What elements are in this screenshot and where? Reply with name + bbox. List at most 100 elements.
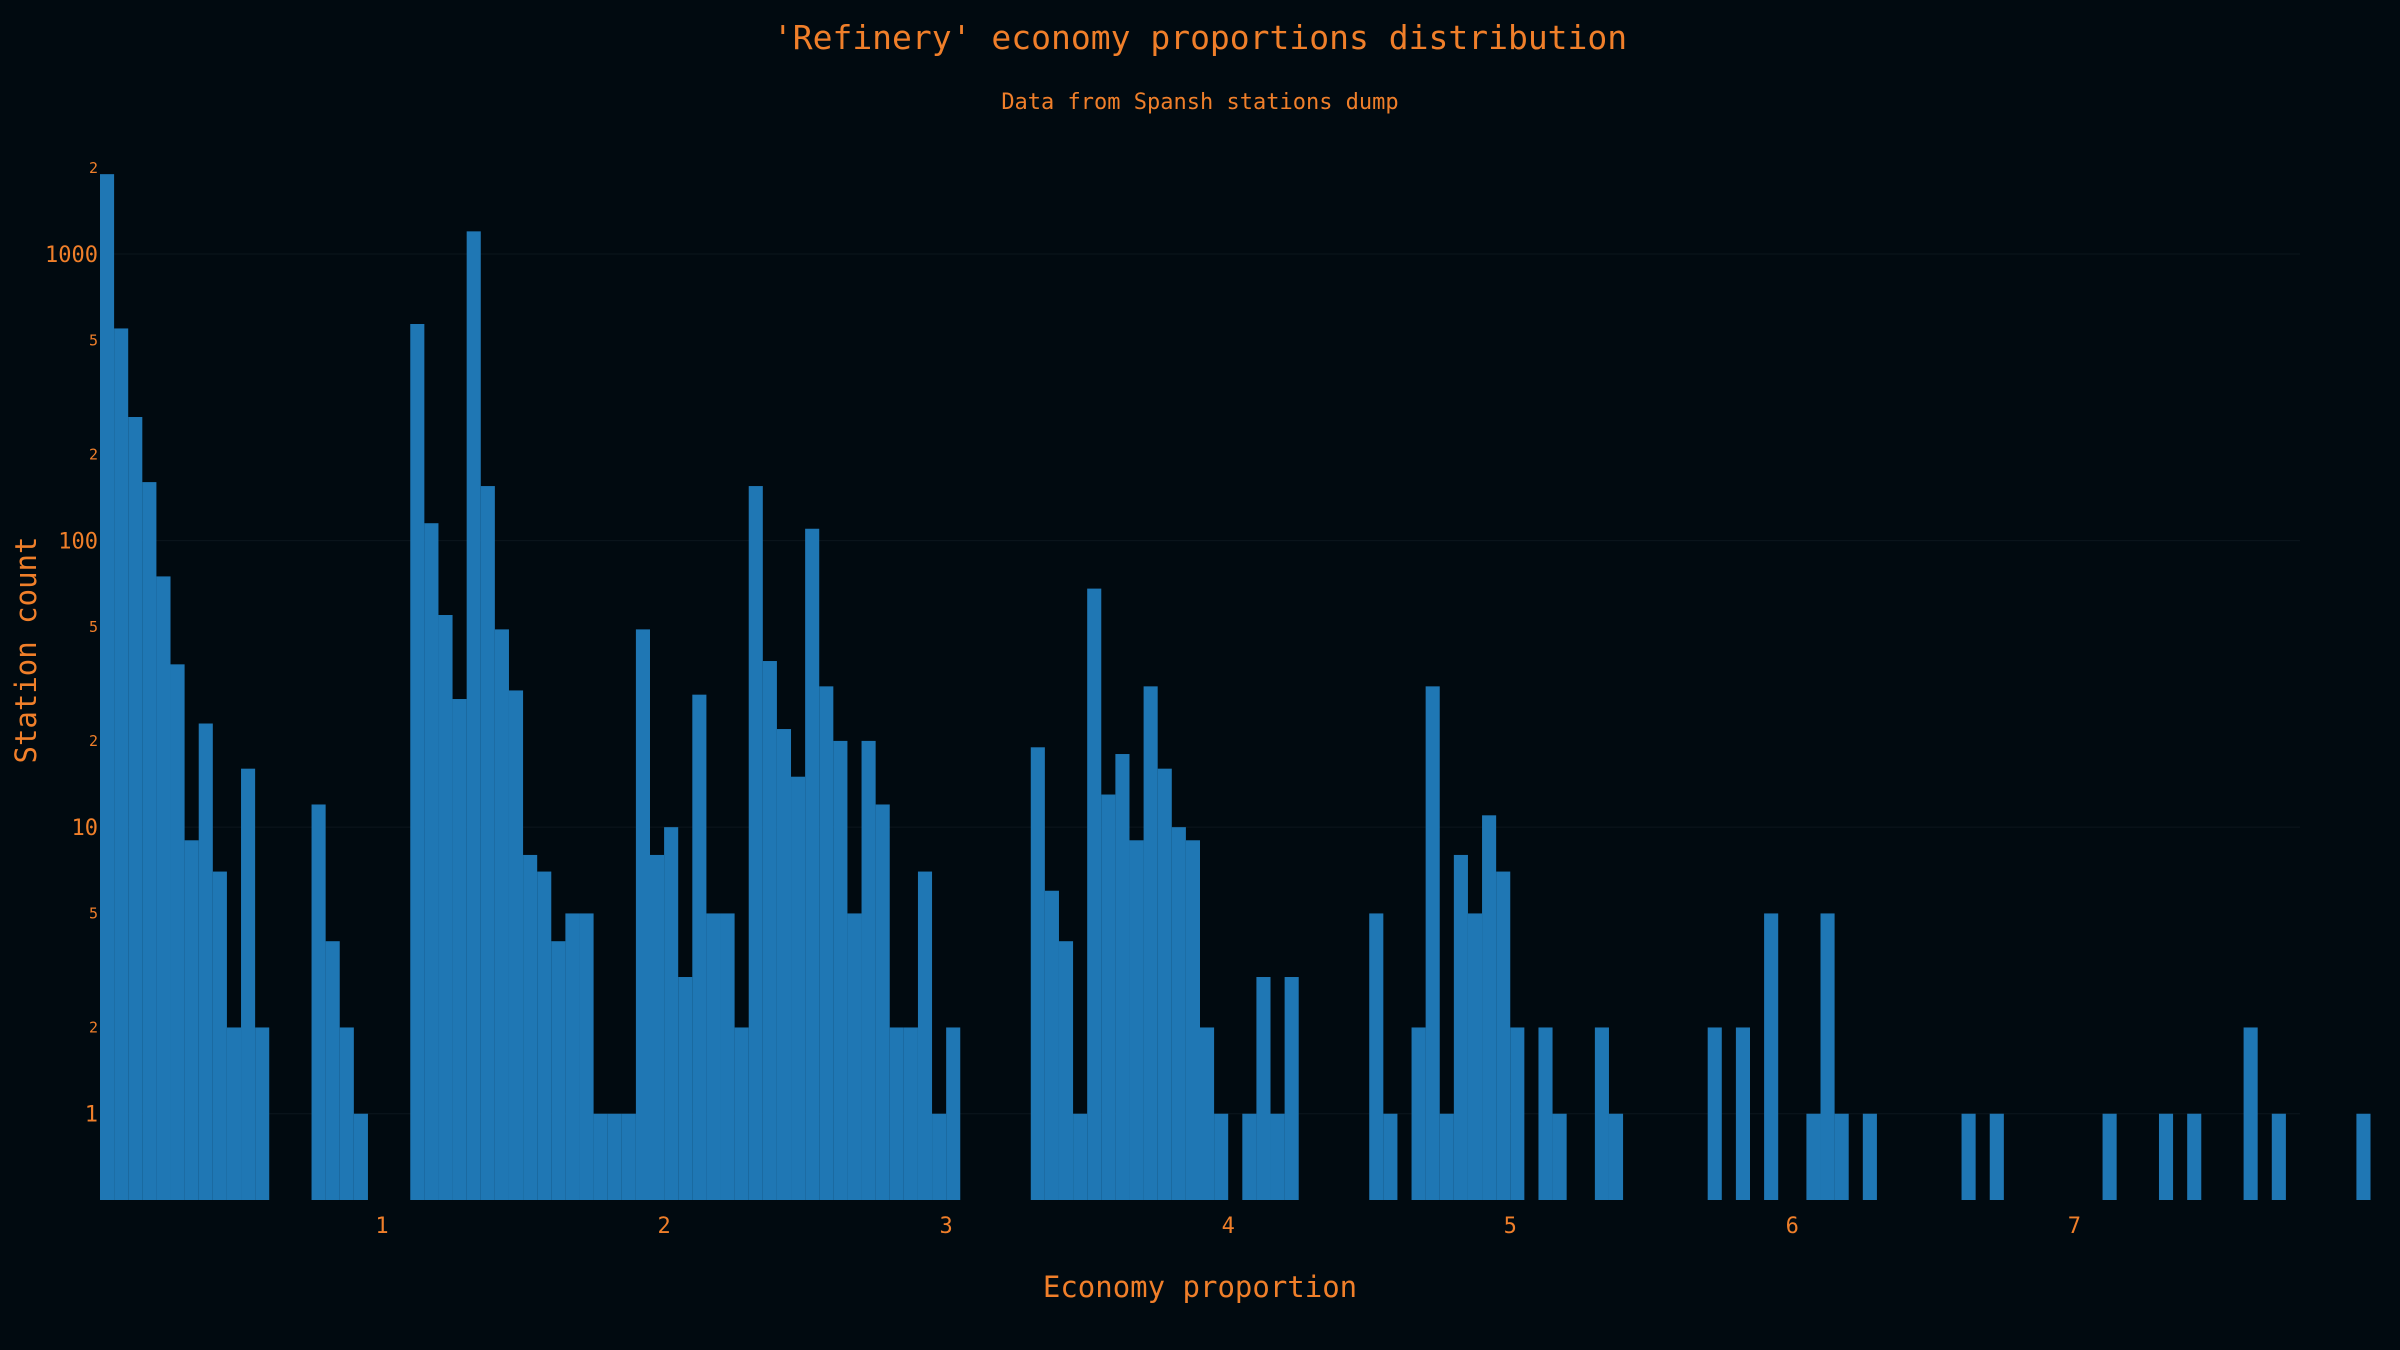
histogram-bar bbox=[917, 871, 933, 1200]
histogram-bar bbox=[889, 1027, 904, 1200]
histogram-bar bbox=[706, 913, 721, 1200]
histogram-bar bbox=[551, 941, 566, 1200]
x-tick-label: 3 bbox=[940, 1214, 953, 1239]
histogram-bar bbox=[946, 1027, 961, 1200]
histogram-bar bbox=[2243, 1027, 2258, 1200]
histogram-bar bbox=[1030, 747, 1045, 1200]
histogram-bar bbox=[1383, 1113, 1398, 1200]
histogram-bar bbox=[579, 913, 594, 1200]
y-tick-labels: 1 2 5 10 2 5 100 2 5 1000 2 bbox=[45, 159, 98, 1128]
histogram-bar bbox=[311, 804, 326, 1200]
histogram-bar bbox=[819, 686, 834, 1200]
histogram-bar bbox=[1185, 840, 1200, 1200]
histogram-bar bbox=[1439, 1113, 1454, 1200]
histogram-bar bbox=[635, 629, 650, 1200]
histogram-bar bbox=[1820, 913, 1835, 1200]
histogram-bar bbox=[1157, 768, 1172, 1200]
chart-subtitle: Data from Spansh stations dump bbox=[1001, 90, 1399, 115]
histogram-bar bbox=[2158, 1113, 2174, 1200]
histogram-bar bbox=[452, 699, 467, 1200]
x-tick-label: 4 bbox=[1222, 1214, 1235, 1239]
histogram-bar bbox=[1369, 913, 1384, 1200]
histogram-bar bbox=[325, 941, 340, 1200]
histogram-bar bbox=[212, 871, 227, 1200]
histogram-bar bbox=[2356, 1113, 2371, 1200]
histogram-bar bbox=[1171, 827, 1186, 1200]
histogram-bar bbox=[1411, 1027, 1426, 1200]
histogram-bar bbox=[142, 482, 157, 1200]
y-tick-label-minor: 2 bbox=[89, 445, 98, 463]
histogram-bar bbox=[593, 1113, 608, 1200]
histogram-bar bbox=[226, 1027, 242, 1200]
histogram-bar bbox=[1073, 1113, 1088, 1200]
histogram-bar bbox=[847, 913, 862, 1200]
histogram-bar bbox=[791, 776, 806, 1200]
y-tick-label-major: 1000 bbox=[45, 243, 98, 268]
histogram-bar bbox=[748, 486, 763, 1200]
histogram-bar bbox=[1482, 815, 1497, 1200]
histogram-bar bbox=[1129, 840, 1144, 1200]
histogram-bar bbox=[1115, 754, 1130, 1200]
histogram-bar bbox=[932, 1113, 947, 1200]
histogram-bar bbox=[734, 1027, 749, 1200]
histogram-bar bbox=[1552, 1113, 1567, 1200]
histogram-bar bbox=[1496, 871, 1511, 1200]
histogram-bar bbox=[1101, 794, 1116, 1200]
histogram-bar bbox=[1425, 686, 1440, 1200]
x-tick-label: 2 bbox=[657, 1214, 670, 1239]
histogram-bar bbox=[692, 694, 707, 1200]
y-tick-label-minor: 2 bbox=[89, 732, 98, 750]
x-tick-label: 7 bbox=[2068, 1214, 2081, 1239]
histogram-bar bbox=[903, 1027, 918, 1200]
histogram-bar bbox=[1961, 1113, 1976, 1200]
histogram-bar bbox=[664, 827, 679, 1200]
histogram-bar bbox=[1467, 913, 1483, 1200]
histogram-bar bbox=[114, 328, 129, 1200]
histogram-bar bbox=[466, 231, 481, 1201]
x-tick-label: 6 bbox=[1786, 1214, 1799, 1239]
histogram-bar bbox=[1200, 1027, 1215, 1200]
histogram-bar bbox=[650, 854, 665, 1200]
histogram-bar bbox=[1284, 977, 1299, 1200]
histogram-bar bbox=[1453, 854, 1468, 1200]
histogram-bar bbox=[1044, 890, 1059, 1200]
histogram-bar bbox=[1608, 1113, 1624, 1200]
histogram-bar bbox=[1989, 1113, 2004, 1200]
histogram-bar bbox=[720, 913, 735, 1200]
histogram-bar bbox=[1087, 588, 1102, 1200]
histogram-bar bbox=[678, 977, 693, 1200]
histogram-bar bbox=[875, 804, 890, 1200]
chart-title: 'Refinery' economy proportions distribut… bbox=[772, 18, 1628, 57]
histogram-bar bbox=[537, 871, 552, 1200]
y-tick-label-minor: 2 bbox=[89, 159, 98, 177]
histogram-bar bbox=[523, 854, 538, 1200]
histogram-bar bbox=[2102, 1113, 2117, 1200]
histogram-bar bbox=[2187, 1113, 2202, 1200]
histogram-bar bbox=[438, 615, 453, 1200]
histogram-bar bbox=[2271, 1113, 2286, 1200]
histogram-bar bbox=[128, 416, 143, 1200]
histogram-bar bbox=[1862, 1113, 1877, 1200]
histogram-bar bbox=[1764, 913, 1779, 1200]
x-tick-label: 5 bbox=[1504, 1214, 1517, 1239]
histogram-bar bbox=[480, 486, 495, 1200]
histogram-bar bbox=[1256, 977, 1271, 1200]
histogram-bar bbox=[805, 528, 820, 1200]
histogram-bar bbox=[621, 1113, 636, 1200]
y-axis-label: Station count bbox=[9, 536, 43, 764]
x-tick-label: 1 bbox=[375, 1214, 388, 1239]
histogram-bar bbox=[184, 840, 199, 1200]
histogram-bar bbox=[1242, 1113, 1257, 1200]
x-tick-labels: 1 2 3 4 5 6 7 bbox=[375, 1214, 2081, 1239]
histogram-bar bbox=[762, 661, 777, 1200]
histogram-bar bbox=[353, 1113, 368, 1200]
histogram-bar bbox=[1806, 1113, 1821, 1200]
histogram-bar bbox=[1707, 1027, 1722, 1200]
histogram-bar bbox=[776, 729, 792, 1200]
histogram-bar bbox=[1834, 1113, 1849, 1200]
histogram-bar bbox=[494, 629, 509, 1200]
histogram-bar bbox=[339, 1027, 354, 1200]
y-tick-label-minor: 5 bbox=[89, 331, 98, 349]
histogram-bar bbox=[565, 913, 580, 1200]
